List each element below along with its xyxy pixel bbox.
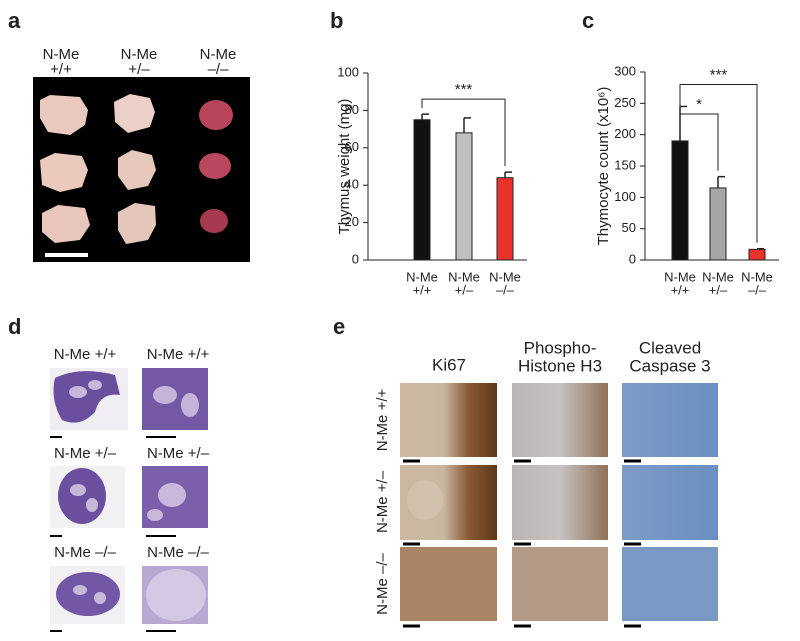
significance-label: *** (455, 81, 473, 98)
panel-label: c (582, 8, 594, 33)
y-tick-label: 80 (345, 102, 359, 117)
x-tick-label: +/– (455, 282, 474, 297)
column-label: +/– (128, 61, 150, 78)
scale-bars (403, 459, 641, 628)
x-tick-label: –/– (496, 282, 515, 297)
histology-images (50, 368, 208, 624)
x-tick-label: +/– (709, 282, 728, 297)
bar (455, 132, 473, 261)
bar (748, 248, 766, 261)
bar (413, 119, 431, 261)
x-tick-label: N-Me (489, 269, 521, 284)
bar (671, 140, 689, 261)
x-tick-label: +/+ (413, 282, 432, 297)
panel-label: e (333, 314, 345, 339)
x-tick-label: –/– (748, 282, 767, 297)
row-label: N-Me +/+ (147, 346, 210, 363)
y-tick-label: 250 (614, 95, 636, 110)
significance-label: *** (710, 67, 728, 84)
significance-bracket (421, 98, 506, 167)
column-label: Phospho- (524, 338, 597, 357)
y-tick-label: 40 (345, 177, 359, 192)
x-tick-label: N-Me (664, 269, 696, 284)
y-tick-label: 100 (337, 64, 359, 79)
y-tick-label: 0 (629, 251, 636, 266)
y-tick-label: 200 (614, 126, 636, 141)
row-label: N-Me +/+ (54, 346, 117, 363)
significance-bracket (679, 100, 719, 171)
column-label: N-Me (200, 46, 237, 63)
column-label: +/+ (50, 61, 72, 78)
column-label: Caspase 3 (629, 356, 710, 375)
ihc-images (400, 383, 718, 621)
panel-label: d (8, 314, 21, 339)
row-label: N-Me –/– (147, 544, 209, 561)
row-label: N-Me +/+ (374, 389, 391, 452)
column-label: Histone H3 (518, 356, 602, 375)
significance-label: * (696, 96, 702, 113)
x-tick-label: N-Me (702, 269, 734, 284)
panel-label: a (8, 8, 21, 33)
bar (709, 187, 727, 261)
significance-bracket (679, 84, 758, 243)
y-tick-label: 60 (345, 139, 359, 154)
column-label: Ki67 (432, 355, 466, 374)
y-tick-label: 150 (614, 157, 636, 172)
row-label: N-Me +/– (54, 445, 117, 462)
column-label: N-Me (43, 46, 80, 63)
y-tick-label: 300 (614, 63, 636, 78)
x-tick-label: N-Me (448, 269, 480, 284)
x-tick-label: +/+ (671, 282, 690, 297)
thymus-photos (40, 94, 233, 244)
column-label: –/– (208, 61, 230, 78)
scale-bars (50, 436, 176, 632)
bar (496, 177, 514, 261)
row-label: N-Me +/– (374, 470, 391, 533)
row-label: N-Me –/– (374, 553, 391, 615)
x-tick-label: N-Me (406, 269, 438, 284)
column-label: N-Me (121, 46, 158, 63)
y-tick-label: 20 (345, 214, 359, 229)
y-tick-label: 50 (622, 220, 636, 235)
row-label: N-Me –/– (54, 544, 116, 561)
row-label: N-Me +/– (147, 445, 210, 462)
y-tick-label: 100 (614, 189, 636, 204)
x-tick-label: N-Me (741, 269, 773, 284)
y-axis-label: Thymocyte count (x10⁶) (595, 87, 612, 246)
panel-label: b (330, 8, 343, 33)
column-label: Cleaved (639, 338, 701, 357)
y-axis-label: Thymus weight (mg) (336, 99, 353, 235)
y-tick-label: 0 (352, 251, 359, 266)
